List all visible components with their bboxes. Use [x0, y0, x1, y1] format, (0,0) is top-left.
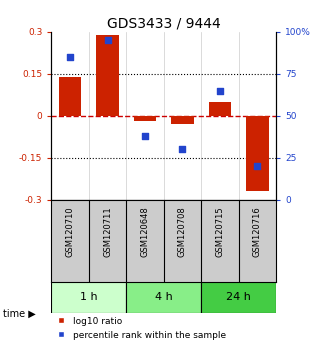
Text: GSM120711: GSM120711: [103, 206, 112, 257]
Text: GSM120710: GSM120710: [65, 206, 74, 257]
Bar: [201, 281, 276, 313]
Point: [67, 54, 73, 60]
Bar: [134, 116, 156, 121]
Bar: [59, 76, 81, 116]
Point: [180, 147, 185, 152]
Text: 1 h: 1 h: [80, 292, 98, 302]
Bar: [96, 35, 119, 116]
Text: time ▶: time ▶: [3, 308, 36, 318]
Point: [105, 38, 110, 43]
Bar: [171, 116, 194, 124]
Title: GDS3433 / 9444: GDS3433 / 9444: [107, 17, 221, 31]
Text: 4 h: 4 h: [155, 292, 173, 302]
Text: GSM120648: GSM120648: [141, 206, 150, 257]
Text: 24 h: 24 h: [226, 292, 251, 302]
Bar: [246, 116, 269, 191]
Point: [143, 133, 148, 139]
Point: [255, 163, 260, 169]
Bar: [209, 102, 231, 116]
Text: GSM120715: GSM120715: [215, 206, 224, 257]
Text: GSM120716: GSM120716: [253, 206, 262, 257]
Bar: [51, 281, 126, 313]
Legend: log10 ratio, percentile rank within the sample: log10 ratio, percentile rank within the …: [53, 313, 230, 343]
Text: GSM120708: GSM120708: [178, 206, 187, 257]
Point: [217, 88, 222, 93]
Bar: [126, 281, 201, 313]
